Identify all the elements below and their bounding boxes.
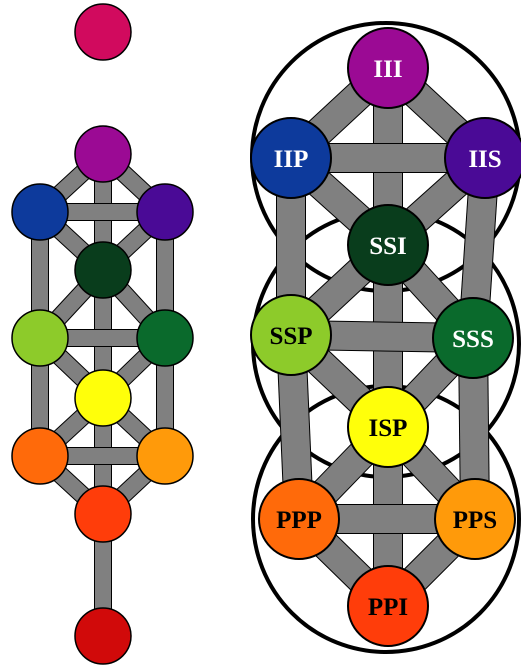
node-SSP-label: SSP — [269, 323, 312, 350]
node-SSS-circle — [432, 297, 514, 379]
node-IIP-label: IIP — [274, 146, 309, 173]
node-III-label: III — [373, 56, 402, 83]
node-SSS-label: SSS — [452, 326, 494, 353]
left-node-l-low-left — [11, 427, 69, 485]
left-node-l-foundation — [74, 485, 132, 543]
node-SSI-label: SSI — [369, 233, 407, 260]
node-ISP: ISP — [347, 386, 429, 468]
node-IIS-circle — [444, 117, 521, 199]
left-node-l-upper-left — [11, 183, 69, 241]
node-IIS: IIS — [444, 117, 521, 199]
node-SSP: SSP — [250, 294, 332, 376]
node-IIS-label: IIS — [468, 146, 501, 173]
node-PPP-circle — [258, 478, 340, 560]
node-IIP-circle — [250, 117, 332, 199]
node-SSP-circle — [250, 294, 332, 376]
node-PPS-label: PPS — [453, 507, 497, 534]
node-III: III — [347, 27, 429, 109]
left-node-l-crown — [74, 125, 132, 183]
node-PPI-label: PPI — [368, 594, 408, 621]
node-III-circle — [347, 27, 429, 109]
node-ISP-label: ISP — [369, 415, 408, 442]
left-node-l-mid-left — [11, 309, 69, 367]
left-node-l-mid-right — [136, 309, 194, 367]
left-node-l-low-right — [136, 427, 194, 485]
node-PPS-circle — [434, 478, 516, 560]
node-SSI: SSI — [347, 204, 429, 286]
left-node-l-top — [74, 3, 132, 61]
left-node-l-center — [74, 369, 132, 427]
node-PPP-label: PPP — [276, 507, 322, 534]
node-PPS: PPS — [434, 478, 516, 560]
left-node-l-center-top — [74, 241, 132, 299]
node-IIP: IIP — [250, 117, 332, 199]
node-SSI-circle — [347, 204, 429, 286]
node-PPI-circle — [347, 565, 429, 647]
node-ISP-circle — [347, 386, 429, 468]
node-PPI: PPI — [347, 565, 429, 647]
node-PPP: PPP — [258, 478, 340, 560]
left-node-l-upper-right — [136, 183, 194, 241]
right-tree-nodes: III IIP IIS SSI SSP SSS ISP PPP PPS PPI — [250, 27, 521, 647]
node-SSS: SSS — [432, 297, 514, 379]
left-tree-nodes — [11, 3, 194, 665]
left-node-l-bottom — [74, 607, 132, 665]
